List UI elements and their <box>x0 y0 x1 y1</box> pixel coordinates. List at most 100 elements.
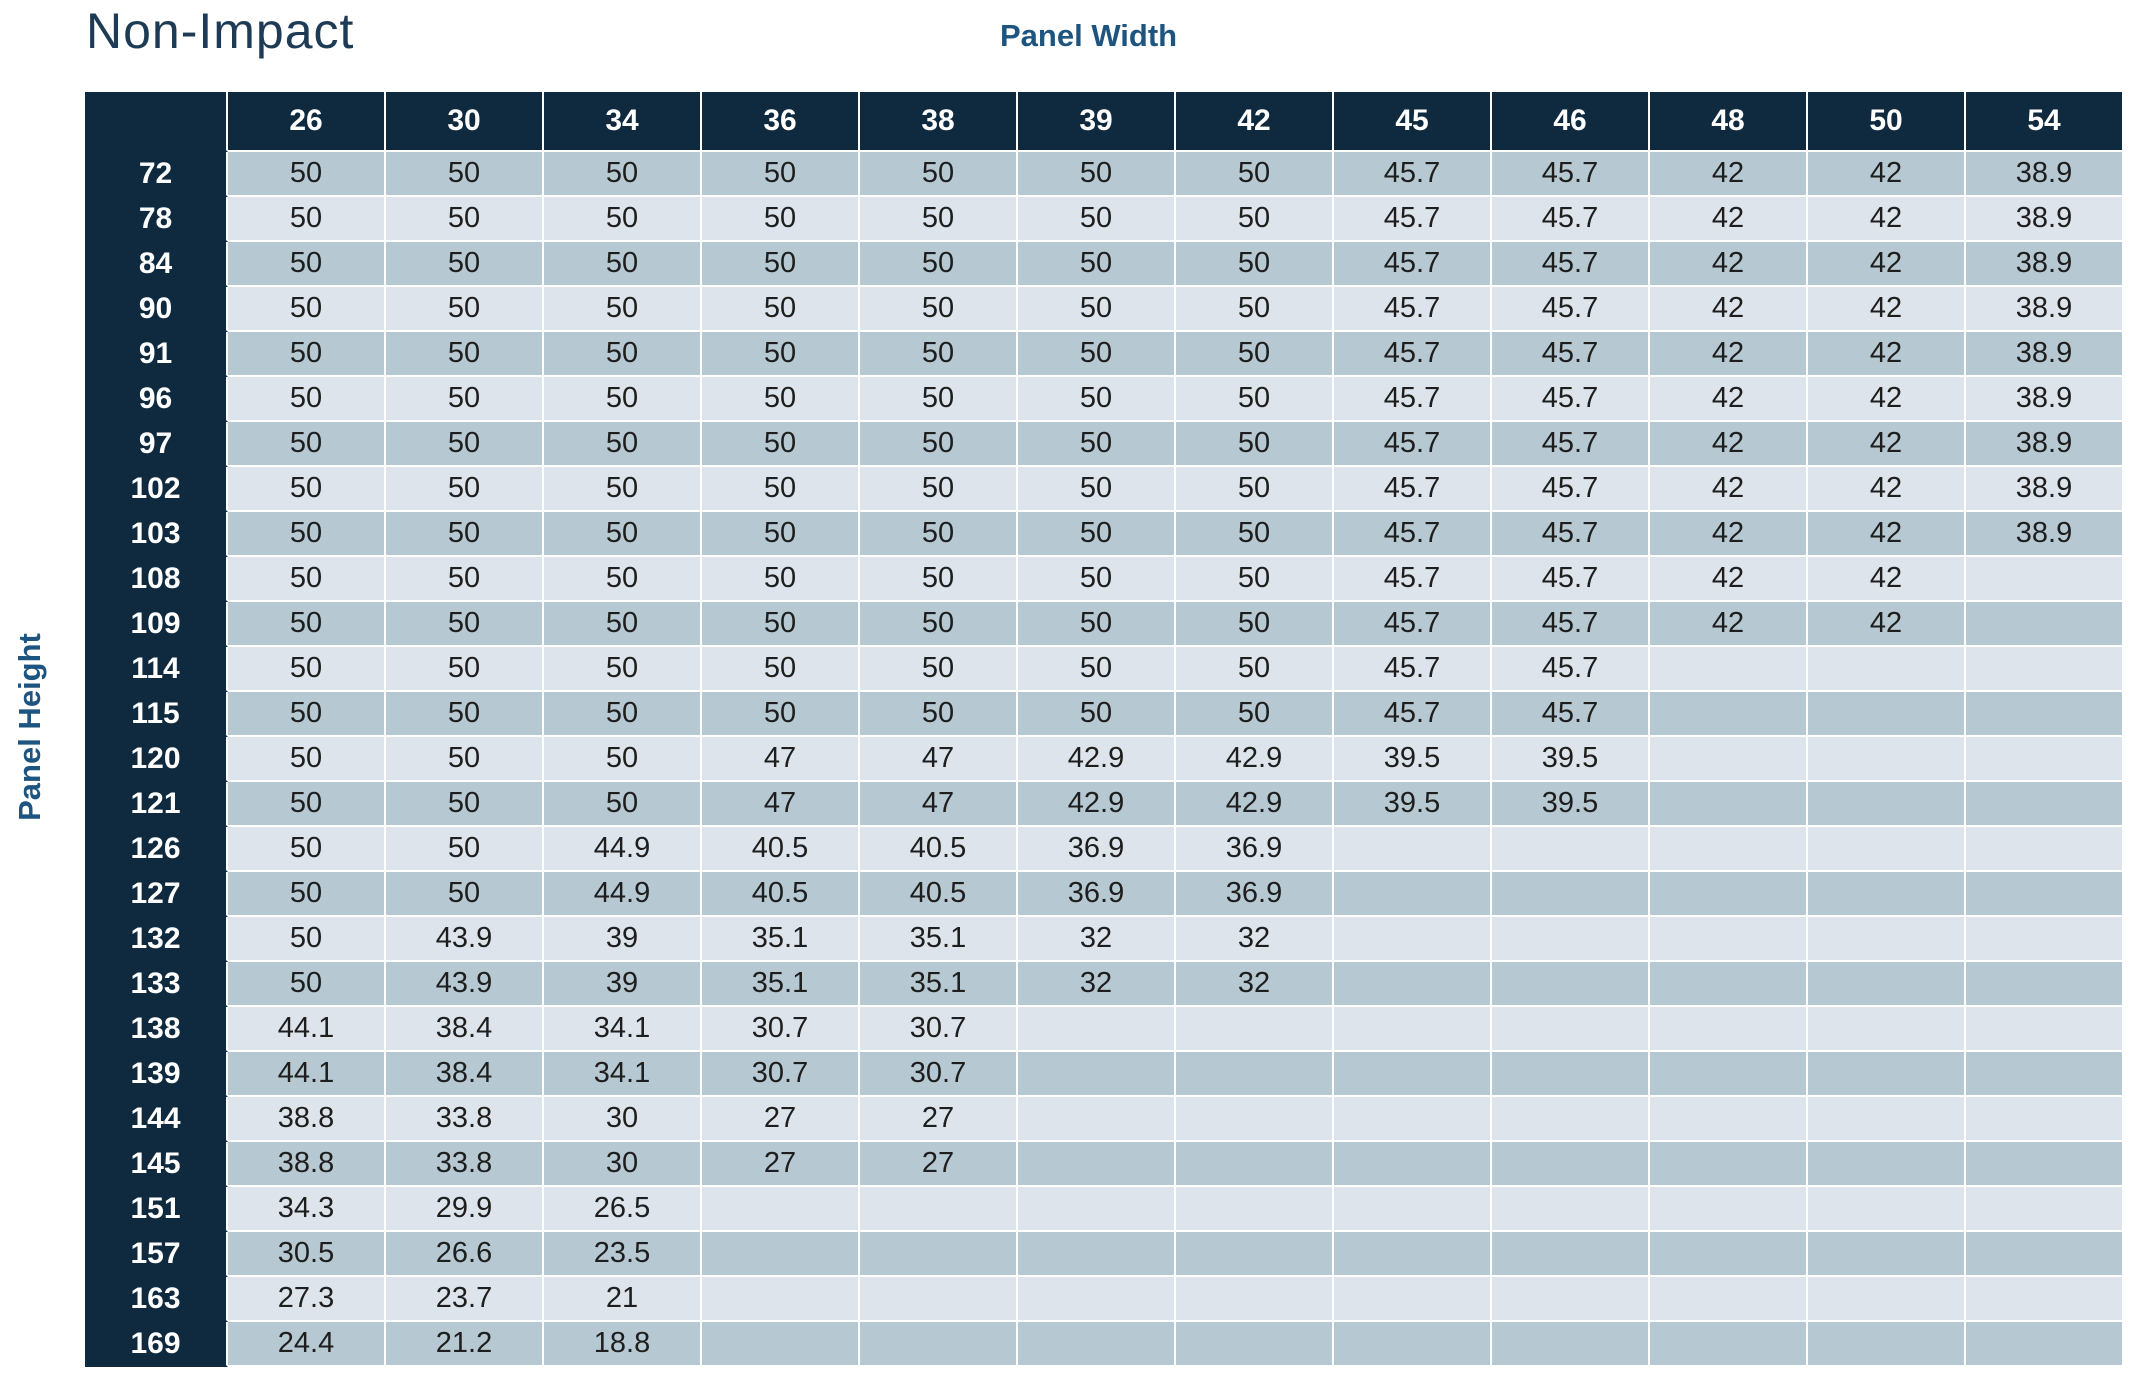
cell-value: 50 <box>702 242 860 287</box>
cell-value: 50 <box>702 467 860 512</box>
table-row: 144 38.8 33.8 30 27 27 <box>85 1097 2124 1142</box>
cell-value: 30.7 <box>860 1007 1018 1052</box>
cell-value: 38.9 <box>1966 242 2124 287</box>
cell-value: 38.9 <box>1966 287 2124 332</box>
cell-value: 50 <box>1018 557 1176 602</box>
cell-value: 50 <box>544 737 702 782</box>
cell-value: 50 <box>860 647 1018 692</box>
cell-value: 50 <box>1176 422 1334 467</box>
cell-value: 50 <box>1176 152 1334 197</box>
table-row: 151 34.3 29.9 26.5 <box>85 1187 2124 1232</box>
empty-cell <box>1966 1052 2124 1097</box>
cell-value: 50 <box>1176 332 1334 377</box>
cell-value: 50 <box>1018 287 1176 332</box>
cell-value: 45.7 <box>1492 377 1650 422</box>
cell-value: 36.9 <box>1176 872 1334 917</box>
row-header: 169 <box>85 1322 228 1367</box>
cell-value: 50 <box>544 197 702 242</box>
cell-value: 50 <box>228 917 386 962</box>
col-header: 34 <box>544 92 702 152</box>
cell-value: 50 <box>544 467 702 512</box>
cell-value: 34.1 <box>544 1052 702 1097</box>
cell-value: 50 <box>1018 602 1176 647</box>
table-row: 126 50 50 44.9 40.5 40.5 36.9 36.9 <box>85 827 2124 872</box>
cell-value: 50 <box>702 287 860 332</box>
empty-cell <box>1808 1277 1966 1322</box>
empty-cell <box>1966 917 2124 962</box>
cell-value: 33.8 <box>386 1097 544 1142</box>
cell-value: 30.7 <box>702 1007 860 1052</box>
cell-value: 34.1 <box>544 1007 702 1052</box>
empty-cell <box>1808 692 1966 737</box>
cell-value: 45.7 <box>1334 377 1492 422</box>
cell-value: 50 <box>1176 557 1334 602</box>
table-row: 127 50 50 44.9 40.5 40.5 36.9 36.9 <box>85 872 2124 917</box>
empty-cell <box>1966 782 2124 827</box>
empty-cell <box>1808 647 1966 692</box>
cell-value: 45.7 <box>1492 422 1650 467</box>
empty-cell <box>1650 782 1808 827</box>
cell-value: 42 <box>1650 287 1808 332</box>
cell-value: 40.5 <box>702 872 860 917</box>
empty-cell <box>1966 1007 2124 1052</box>
cell-value: 40.5 <box>860 872 1018 917</box>
cell-value: 42 <box>1808 422 1966 467</box>
cell-value: 42 <box>1808 602 1966 647</box>
cell-value: 42 <box>1808 377 1966 422</box>
table-row: 115 50 50 50 50 50 50 50 45.7 45.7 <box>85 692 2124 737</box>
cell-value: 42 <box>1808 332 1966 377</box>
cell-value: 50 <box>1018 152 1176 197</box>
cell-value: 50 <box>386 332 544 377</box>
empty-cell <box>1650 917 1808 962</box>
cell-value: 50 <box>228 152 386 197</box>
row-header: 145 <box>85 1142 228 1187</box>
cell-value: 39 <box>544 917 702 962</box>
row-header: 84 <box>85 242 228 287</box>
cell-value: 50 <box>1018 377 1176 422</box>
empty-cell <box>1492 1277 1650 1322</box>
table-row: 114 50 50 50 50 50 50 50 45.7 45.7 <box>85 647 2124 692</box>
cell-value: 50 <box>702 422 860 467</box>
empty-cell <box>1334 1097 1492 1142</box>
cell-value: 45.7 <box>1334 152 1492 197</box>
cell-value: 50 <box>386 242 544 287</box>
empty-cell <box>1966 1277 2124 1322</box>
cell-value: 50 <box>1176 602 1334 647</box>
cell-value: 38.9 <box>1966 332 2124 377</box>
cell-value: 47 <box>702 737 860 782</box>
cell-value: 50 <box>702 377 860 422</box>
cell-value: 50 <box>228 377 386 422</box>
cell-value: 43.9 <box>386 917 544 962</box>
empty-cell <box>1650 962 1808 1007</box>
col-header: 54 <box>1966 92 2124 152</box>
cell-value: 39.5 <box>1492 782 1650 827</box>
empty-cell <box>1492 1142 1650 1187</box>
empty-cell <box>1176 1007 1334 1052</box>
cell-value: 39 <box>544 962 702 1007</box>
cell-value: 50 <box>1176 692 1334 737</box>
cell-value: 45.7 <box>1334 332 1492 377</box>
cell-value: 50 <box>544 692 702 737</box>
row-header: 91 <box>85 332 228 377</box>
cell-value: 40.5 <box>860 827 1018 872</box>
cell-value: 35.1 <box>860 917 1018 962</box>
cell-value: 42.9 <box>1176 737 1334 782</box>
cell-value: 38.9 <box>1966 152 2124 197</box>
cell-value: 45.7 <box>1334 602 1492 647</box>
empty-cell <box>1334 1277 1492 1322</box>
cell-value: 45.7 <box>1492 332 1650 377</box>
cell-value: 29.9 <box>386 1187 544 1232</box>
cell-value: 42 <box>1808 197 1966 242</box>
empty-cell <box>1808 1322 1966 1367</box>
cell-value: 50 <box>1176 242 1334 287</box>
cell-value: 50 <box>386 377 544 422</box>
row-header: 126 <box>85 827 228 872</box>
cell-value: 27 <box>702 1097 860 1142</box>
cell-value: 42 <box>1650 332 1808 377</box>
cell-value: 45.7 <box>1334 557 1492 602</box>
table-row: 102 50 50 50 50 50 50 50 45.7 45.7 42 42 38.9 <box>85 467 2124 512</box>
row-header: 102 <box>85 467 228 512</box>
col-header: 48 <box>1650 92 1808 152</box>
empty-cell <box>1492 1232 1650 1277</box>
empty-cell <box>1966 737 2124 782</box>
